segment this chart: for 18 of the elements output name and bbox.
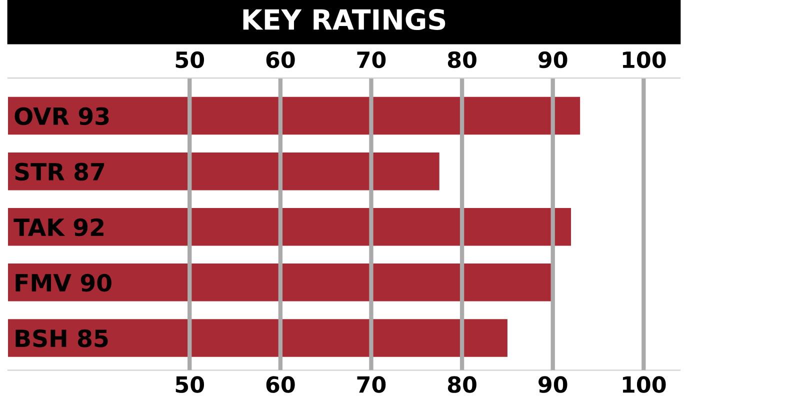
chart-title: KEY RATINGS xyxy=(243,9,446,30)
x-tick-label: 90 xyxy=(538,376,568,393)
x2-tick-label: 80 xyxy=(448,51,476,68)
y-tick-label: STR 87 xyxy=(15,162,104,181)
y-tick-label: OVR 93 xyxy=(14,107,109,126)
x-tick-label: 70 xyxy=(357,376,386,393)
x2-tick-label: 100 xyxy=(622,51,666,68)
x2-tick-label: 60 xyxy=(266,51,295,68)
y-tick-label: FMV 90 xyxy=(16,274,112,292)
y-tick-label: TAK 92 xyxy=(14,218,104,236)
x-tick-label: 100 xyxy=(622,376,666,393)
x-tick-label: 50 xyxy=(176,376,204,393)
x2-tick-label: 70 xyxy=(357,51,386,68)
y-tick-label: BSH 85 xyxy=(16,329,108,348)
x-tick-label: 60 xyxy=(266,376,295,393)
x2-tick-label: 50 xyxy=(176,51,204,68)
x-tick-label: 80 xyxy=(448,376,476,393)
x2-tick-label: 90 xyxy=(538,51,568,68)
